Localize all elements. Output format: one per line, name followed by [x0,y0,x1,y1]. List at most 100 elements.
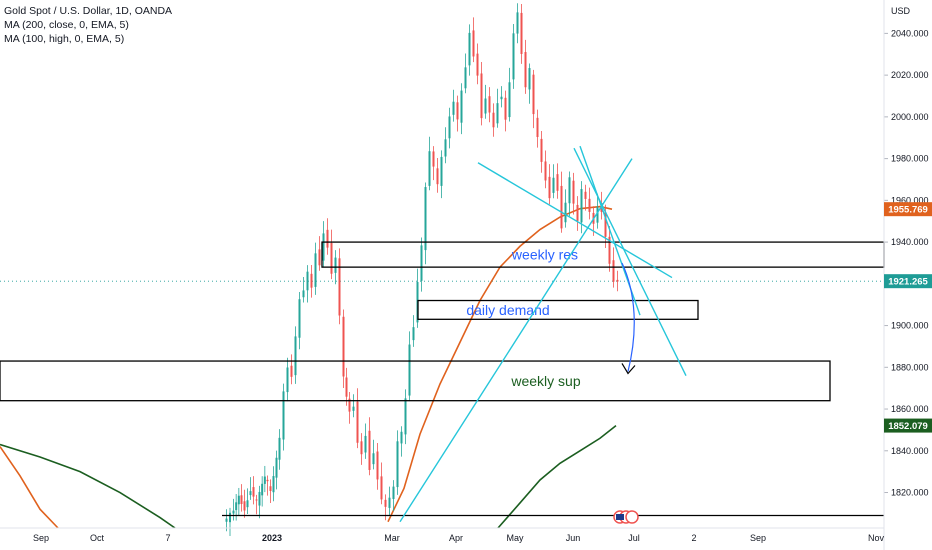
candle-body [232,510,235,514]
candle-body [334,257,337,273]
x-tick-label: 7 [165,533,170,543]
candle-body [480,73,483,119]
candle-body [372,453,375,465]
candle-body [412,327,415,341]
x-tick-label: Jun [566,533,581,543]
candle-body [376,451,379,480]
candle-body [368,430,371,470]
y-tick-label: 2000.000 [891,112,929,122]
candle-body [516,12,519,34]
candle-body [528,68,531,90]
candle-body [420,245,423,281]
candle-body [360,441,363,455]
x-tick-label: May [506,533,524,543]
flag-icon [616,514,624,520]
candle-body [496,103,499,124]
candle-body [428,151,431,186]
candle-body [440,156,443,186]
candle-body [508,82,511,118]
price-axis[interactable]: USD 1820.000 1840.000 1860.000 1880.000 1900… [883,0,932,550]
arrow-head [621,363,636,375]
candle-body [380,476,383,500]
candle-body [472,30,475,57]
candle-body [540,138,543,162]
candle-body [243,501,246,511]
event-markers[interactable] [613,510,639,524]
candle-body [266,479,269,482]
candle-body [272,476,275,493]
price-badge-label: 1852.079 [888,421,928,432]
axis-currency-label: USD [891,6,911,16]
candle-body [261,483,264,496]
candle-body [345,377,348,397]
candle-body [392,486,395,499]
price-badge-label: 1955.769 [888,205,928,216]
candle-body [452,101,455,115]
legend-title: Gold Spot / U.S. Dollar, 1D, OANDA [4,5,173,17]
candle-body [492,112,495,128]
time-axis[interactable]: Sep Oct 7 2023 Mar Apr May Jun Jul 2 Sep Nov [0,527,884,543]
price-badge-label: 1921.265 [888,277,928,288]
zone-box [321,241,885,268]
candle-body [275,457,278,478]
candle-body [612,260,615,282]
price-badge [884,202,932,217]
candle-body [404,398,407,435]
candle-body [396,441,399,488]
y-tick-label: 1940.000 [891,237,929,247]
x-tick-label: Oct [90,533,105,543]
x-tick-label: Jul [628,533,640,543]
y-tick-label: 1980.000 [891,154,929,164]
candle-body [229,512,231,523]
legend-ma200: MA (200, close, 0, EMA, 5) [4,19,129,31]
candle-body [278,437,281,460]
candle-body [237,495,240,505]
y-tick-label: 2040.000 [891,28,929,38]
candle-body [310,273,313,288]
candle-body [322,233,325,261]
candle-body [604,212,607,237]
candle-body [388,497,391,508]
candle-body [263,476,266,484]
candle-body [342,316,345,377]
ma100-line [497,424,617,529]
x-tick-label: 2023 [262,533,282,543]
x-tick-label: Apr [449,533,463,543]
candle-body [306,271,309,291]
candle-body [536,117,539,138]
candle-body [255,499,258,501]
chart-legend: Gold Spot / U.S. Dollar, 1D, OANDA MA (2… [4,4,172,46]
candle-body [524,52,527,88]
zone-label: weekly sup [510,373,580,389]
zone-label: daily demand [466,302,549,318]
trend-lines[interactable] [399,145,687,523]
candle-body [556,174,559,191]
candle-body [235,502,238,511]
candle-body [298,299,301,338]
zones[interactable]: weekly res daily demand weekly sup [0,241,885,517]
candle-body [302,290,305,298]
candle-body [588,198,591,212]
x-tick-label: 2 [691,533,696,543]
candle-body [584,191,587,199]
candle-body [484,98,487,114]
candle-body [468,32,471,66]
candle-body [448,116,451,139]
candle-body [560,185,563,229]
candle-body [460,90,463,123]
zone-label: weekly res [511,247,578,263]
candle-body [616,279,619,282]
candle-body [552,177,555,193]
candle-body [568,177,571,204]
candle-body [456,102,459,120]
y-tick-label: 1880.000 [891,362,929,372]
candle-body [400,431,403,444]
candle-body [249,491,252,496]
candle-body [352,406,355,411]
candle-body [532,74,535,115]
candle-body [580,189,583,223]
candle-body [356,401,359,443]
candle-body [444,139,447,157]
x-tick-label: Sep [33,533,49,543]
